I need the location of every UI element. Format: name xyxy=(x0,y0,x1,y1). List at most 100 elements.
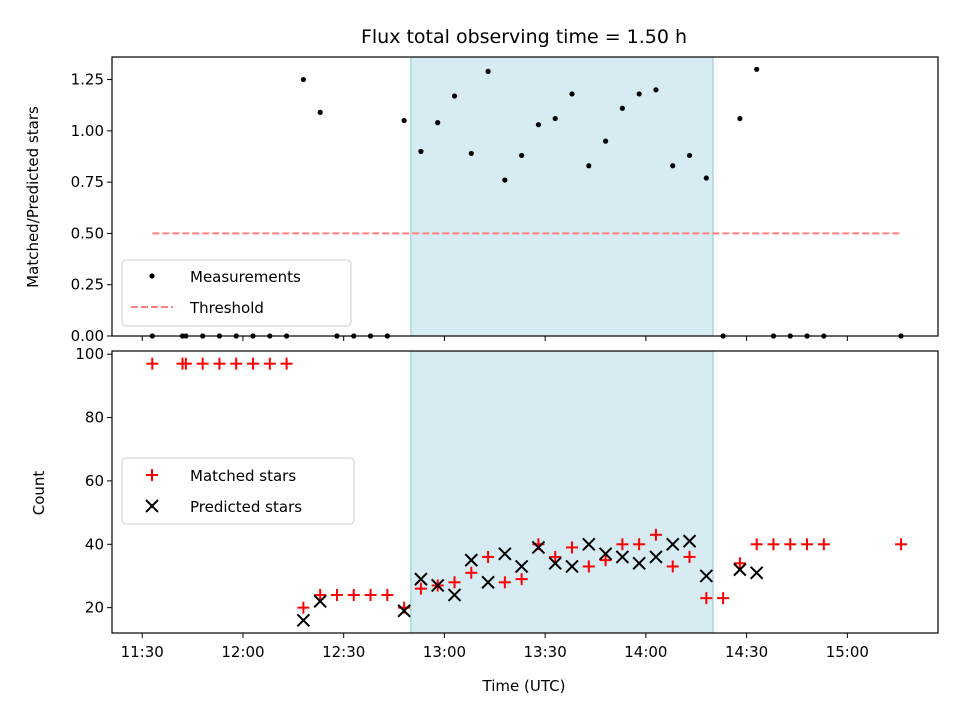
matched-star-point xyxy=(817,538,830,551)
predicted-x-b xyxy=(649,550,663,564)
matched-star-point xyxy=(381,588,394,601)
matched-star-point xyxy=(196,357,209,370)
predicted-star-point xyxy=(565,559,579,574)
matched-star-point xyxy=(784,538,797,551)
x-axis-label: Time (UTC) xyxy=(482,677,566,695)
matched-star-point xyxy=(230,357,243,370)
matched-star-point xyxy=(649,528,662,541)
predicted-star-point xyxy=(682,534,697,548)
measurement-point xyxy=(485,68,491,74)
predicted-x-b xyxy=(514,559,529,574)
predicted-x-b xyxy=(632,556,646,570)
matched-star-point xyxy=(330,588,343,601)
predicted-star-point xyxy=(447,588,462,602)
legend-threshold-label: Threshold xyxy=(189,299,264,317)
measurement-point xyxy=(586,163,592,169)
bottom-legend-box xyxy=(121,457,355,525)
bottom-legend: Matched stars Predicted stars xyxy=(121,457,355,525)
predicted-star-point xyxy=(498,547,512,561)
predicted-x-b xyxy=(682,534,697,548)
matched-star-point xyxy=(616,538,629,551)
predicted-x-b xyxy=(666,537,680,551)
top-panel: 0.00 0.25 0.50 0.75 1.00 1.25 Matched/Predict… xyxy=(24,56,939,345)
predicted-star-point xyxy=(514,559,529,574)
top-y-tick-label: 0.00 xyxy=(71,327,104,345)
matched-star-point xyxy=(549,550,562,563)
matched-star-point xyxy=(263,357,276,370)
predicted-x-b xyxy=(598,547,613,561)
predicted-x-b xyxy=(296,613,311,628)
measurement-point xyxy=(737,115,743,122)
matched-star-point xyxy=(364,588,377,601)
top-y-tick-label: 0.25 xyxy=(71,276,104,294)
matched-star-point xyxy=(582,560,595,573)
predicted-x-b xyxy=(447,588,462,602)
predicted-star-point xyxy=(430,578,445,593)
predicted-star-point xyxy=(548,556,562,570)
measurement-point xyxy=(602,138,609,144)
top-y-tick-label: 0.50 xyxy=(71,224,104,242)
predicted-star-point xyxy=(598,547,613,561)
measurement-point xyxy=(300,76,306,83)
x-tick-label: 15:00 xyxy=(826,643,869,661)
legend-matched-label: Matched stars xyxy=(190,467,296,485)
predicted-x-b xyxy=(481,575,495,590)
matched-star-point xyxy=(280,357,293,370)
top-y-tick-label: 1.25 xyxy=(71,71,104,89)
bottom-y-tick-label: 60 xyxy=(85,472,104,490)
predicted-x-b xyxy=(749,566,764,580)
measurement-point xyxy=(435,120,441,126)
measurement-point xyxy=(535,122,542,128)
matched-star-point xyxy=(700,592,713,605)
bottom-y-tick-label: 20 xyxy=(85,599,104,617)
matched-star-point xyxy=(146,357,159,370)
top-y-tick-label: 0.75 xyxy=(71,173,104,191)
bottom-y-tick-label: 80 xyxy=(85,409,104,427)
matched-star-point xyxy=(515,573,528,586)
measurement-point xyxy=(451,93,458,99)
measurement-point xyxy=(670,163,676,169)
legend-matched-marker xyxy=(146,469,158,481)
measurement-point xyxy=(569,91,575,97)
predicted-x-b xyxy=(531,540,546,555)
matched-star-point xyxy=(213,357,226,370)
predicted-star-point xyxy=(296,613,311,628)
predicted-star-point xyxy=(397,604,411,618)
bottom-observing-band xyxy=(410,350,714,634)
matched-star-point xyxy=(683,550,696,563)
matched-star-point xyxy=(895,538,908,551)
top-y-ticks: 0.00 0.25 0.50 0.75 1.00 1.25 xyxy=(71,71,112,345)
legend-predicted-marker xyxy=(145,499,159,513)
x-tick-label: 14:00 xyxy=(624,643,667,661)
predicted-star-point xyxy=(733,562,747,577)
predicted-x-b xyxy=(615,550,630,564)
measurement-point xyxy=(703,175,709,181)
matched-star-point xyxy=(465,566,478,579)
measurement-point xyxy=(418,148,424,154)
measurement-point xyxy=(653,87,659,93)
predicted-star-point xyxy=(313,594,327,609)
matched-star-point xyxy=(347,588,360,601)
bottom-y-tick-label: 40 xyxy=(85,535,104,553)
predicted-star-point xyxy=(582,537,596,551)
legend-measurements-marker xyxy=(149,273,155,279)
predicted-x-b xyxy=(733,562,747,577)
measurement-point xyxy=(502,177,508,183)
predicted-star-point xyxy=(749,566,764,580)
measurement-point xyxy=(619,105,625,111)
legend-predicted-label: Predicted stars xyxy=(190,498,302,516)
matched-star-point xyxy=(599,554,612,567)
matched-star-point xyxy=(717,592,730,605)
bottom-x-ticks: 11:30 12:00 12:30 13:00 13:30 14:00 14:30 15:00 xyxy=(121,633,869,661)
x-tick-label: 14:30 xyxy=(725,643,768,661)
matched-star-point xyxy=(314,588,327,601)
x-tick-label: 13:00 xyxy=(423,643,466,661)
predicted-x-b xyxy=(313,594,327,609)
top-series-layer xyxy=(149,66,904,339)
matched-star-point xyxy=(750,538,763,551)
predicted-x-b xyxy=(699,569,714,583)
matched-star-point xyxy=(498,576,511,589)
predicted-star-point xyxy=(414,572,428,586)
matched-star-point xyxy=(801,538,814,551)
